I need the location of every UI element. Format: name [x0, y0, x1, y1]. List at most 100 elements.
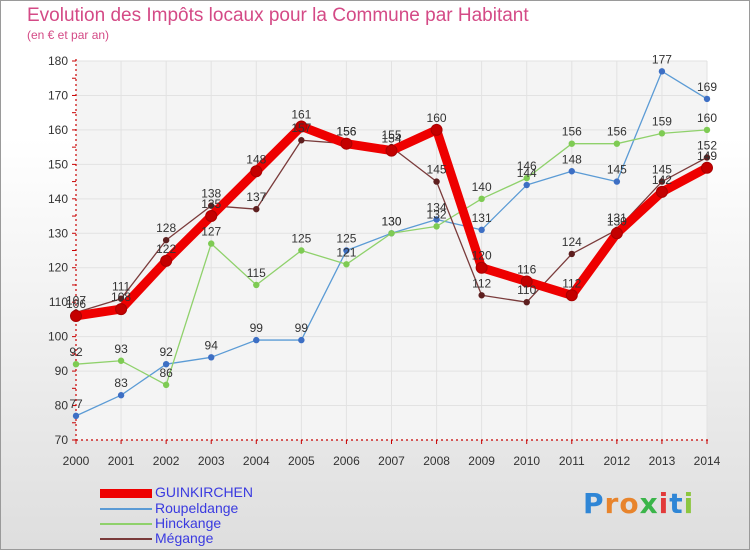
y-tick-label: 160	[48, 123, 68, 137]
data-point	[298, 247, 305, 254]
data-point	[343, 261, 350, 268]
data-label: 130	[381, 214, 401, 228]
data-point	[523, 181, 530, 189]
data-label: 154	[381, 132, 401, 146]
data-point	[253, 336, 260, 344]
data-label: 92	[69, 345, 83, 359]
data-point	[162, 236, 170, 244]
x-tick-label: 2003	[198, 454, 225, 468]
data-label: 142	[652, 173, 672, 187]
data-label: 149	[697, 149, 717, 163]
page-title: Evolution des Impôts locaux pour la Comm…	[27, 5, 529, 26]
x-tick-label: 2001	[108, 454, 135, 468]
legend-item-hinckange: Hinckange	[100, 515, 300, 534]
data-label: 137	[246, 190, 266, 204]
data-label: 112	[562, 276, 581, 290]
data-point	[475, 261, 488, 274]
data-label: 131	[607, 211, 627, 225]
data-point	[208, 202, 215, 209]
data-label: 106	[66, 297, 86, 311]
data-point	[433, 216, 440, 223]
data-label: 148	[246, 152, 266, 166]
x-tick-label: 2002	[153, 454, 180, 468]
data-label: 140	[472, 180, 492, 194]
data-point	[117, 357, 125, 364]
data-point	[160, 254, 173, 267]
data-point	[478, 195, 485, 203]
data-label: 157	[291, 121, 311, 135]
data-point	[70, 309, 82, 322]
data-point	[478, 226, 485, 234]
proxiti-logo: Proxiti	[583, 487, 694, 520]
data-point	[658, 178, 666, 185]
legend-label: Hinckange	[155, 515, 222, 531]
data-point	[295, 120, 308, 133]
y-tick-label: 70	[55, 433, 69, 447]
data-label: 99	[250, 321, 264, 335]
data-point	[565, 289, 578, 302]
data-label: 99	[295, 321, 309, 335]
x-tick-label: 2011	[559, 454, 585, 468]
data-label: 86	[159, 366, 173, 380]
data-label: 132	[427, 207, 447, 221]
logo-letter: t	[669, 487, 684, 520]
logo-letter: P	[583, 487, 605, 520]
y-tick-label: 90	[55, 364, 69, 378]
data-point	[253, 205, 260, 213]
data-point	[115, 303, 128, 316]
x-tick-label: 2006	[333, 454, 360, 468]
legend-swatch	[100, 523, 152, 525]
data-point	[433, 178, 440, 185]
data-label: 125	[291, 232, 311, 246]
legend-label: GUINKIRCHEN	[155, 484, 254, 500]
data-label: 160	[697, 111, 717, 125]
data-point	[568, 168, 575, 175]
data-label: 125	[336, 232, 356, 246]
data-label: 155	[381, 128, 401, 142]
data-point	[385, 144, 398, 157]
data-point	[253, 281, 260, 289]
data-point	[162, 361, 170, 368]
data-label: 127	[201, 225, 221, 239]
logo-letter: r	[604, 487, 620, 520]
page-subtitle: (en € et par an)	[27, 28, 110, 42]
x-tick-label: 2012	[604, 454, 631, 468]
data-label: 131	[472, 211, 492, 225]
data-label: 138	[201, 187, 221, 201]
data-point	[520, 275, 533, 288]
data-point	[613, 140, 621, 147]
data-label: 156	[607, 125, 627, 139]
data-point	[430, 123, 443, 136]
y-tick-label: 130	[48, 226, 68, 240]
data-label: 144	[517, 166, 537, 180]
data-label: 92	[159, 345, 173, 359]
data-label: 94	[205, 338, 219, 352]
logo-letter: o	[619, 487, 640, 520]
legend-item-guinkirchen: GUINKIRCHEN	[100, 484, 300, 503]
legend-label: Roupeldange	[155, 500, 239, 516]
data-label: 111	[112, 280, 131, 294]
data-point	[655, 185, 668, 198]
data-point	[343, 247, 350, 254]
data-label: 156	[562, 125, 582, 139]
data-label: 135	[201, 197, 221, 211]
data-point	[703, 95, 711, 103]
legend-label: Mégange	[155, 530, 214, 546]
data-label: 83	[114, 376, 128, 390]
data-point	[478, 292, 485, 299]
data-point	[340, 137, 353, 150]
x-tick-label: 2000	[63, 454, 90, 468]
data-label: 115	[247, 266, 266, 280]
x-tick-label: 2005	[288, 454, 315, 468]
data-label: 130	[381, 214, 401, 228]
x-tick-label: 2004	[243, 454, 270, 468]
data-point	[72, 361, 80, 368]
data-point	[568, 250, 575, 258]
data-point	[205, 210, 218, 223]
data-point	[703, 154, 711, 161]
data-point	[658, 68, 666, 75]
data-label: 107	[66, 294, 86, 308]
data-label: 169	[697, 80, 717, 94]
data-point	[388, 230, 395, 237]
